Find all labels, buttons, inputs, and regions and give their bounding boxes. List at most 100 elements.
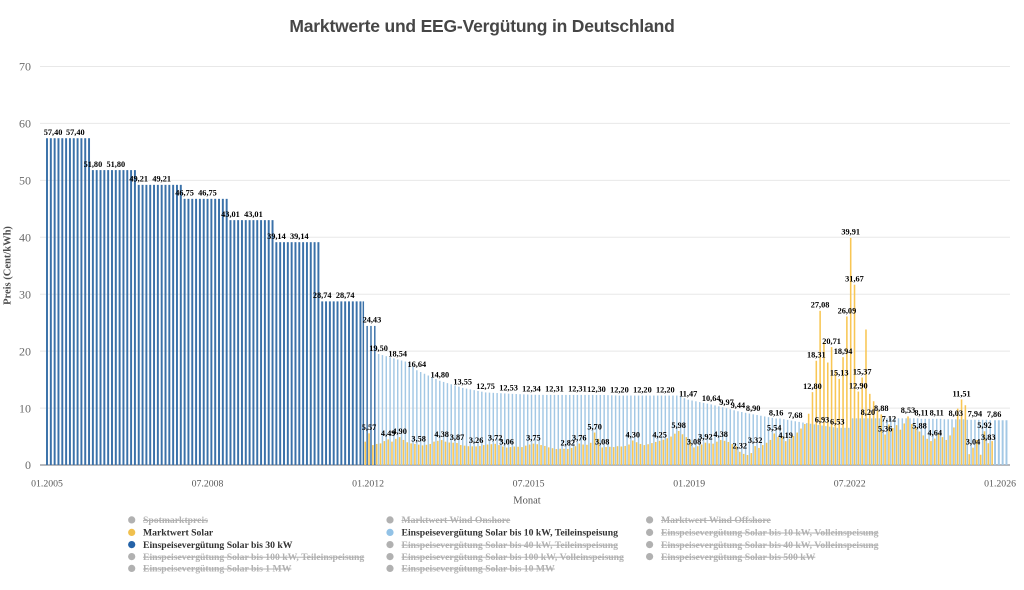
svg-text:0: 0: [25, 458, 31, 472]
svg-text:3,06: 3,06: [499, 437, 514, 446]
svg-text:Einspeisevergütung Solar bis 4: Einspeisevergütung Solar bis 40 kW, Voll…: [661, 540, 879, 551]
svg-text:Einspeisevergütung Solar bis 5: Einspeisevergütung Solar bis 500 kW: [661, 552, 816, 563]
svg-text:Monat: Monat: [513, 496, 540, 507]
svg-text:4,25: 4,25: [652, 431, 667, 440]
svg-text:28,74: 28,74: [313, 291, 332, 300]
svg-text:12,20: 12,20: [610, 385, 629, 394]
svg-text:12,75: 12,75: [476, 382, 495, 391]
svg-text:31,67: 31,67: [845, 275, 864, 284]
svg-text:01.2019: 01.2019: [673, 479, 705, 490]
svg-text:10,64: 10,64: [702, 394, 721, 403]
svg-text:57,40: 57,40: [44, 128, 63, 137]
svg-text:5,88: 5,88: [912, 421, 927, 430]
svg-text:20,71: 20,71: [822, 337, 841, 346]
svg-text:Einspeisevergütung Solar bis 1: Einspeisevergütung Solar bis 100 kW, Vol…: [402, 552, 624, 563]
svg-text:46,75: 46,75: [175, 189, 194, 198]
svg-text:Einspeisevergütung Solar bis 1: Einspeisevergütung Solar bis 10 kW, Teil…: [402, 528, 619, 539]
svg-text:4,19: 4,19: [778, 431, 793, 440]
svg-text:3,76: 3,76: [572, 433, 587, 442]
svg-text:4,38: 4,38: [434, 430, 449, 439]
svg-text:Marktwert Solar: Marktwert Solar: [143, 528, 214, 539]
svg-text:3,75: 3,75: [526, 434, 541, 443]
svg-text:12,20: 12,20: [656, 385, 675, 394]
svg-text:7,68: 7,68: [788, 411, 803, 420]
svg-text:6,93: 6,93: [815, 415, 830, 424]
svg-text:26,09: 26,09: [838, 306, 857, 315]
svg-text:4,64: 4,64: [928, 428, 943, 437]
svg-text:3,04: 3,04: [966, 438, 981, 447]
svg-text:3,32: 3,32: [748, 436, 763, 445]
svg-text:57,40: 57,40: [66, 128, 85, 137]
svg-text:7,86: 7,86: [987, 410, 1002, 419]
svg-text:30: 30: [19, 287, 31, 301]
svg-text:2,82: 2,82: [561, 439, 576, 448]
svg-text:70: 70: [19, 60, 31, 74]
svg-text:07.2022: 07.2022: [834, 479, 866, 490]
svg-text:3,83: 3,83: [981, 433, 996, 442]
svg-text:6,53: 6,53: [830, 418, 845, 427]
svg-text:8,20: 8,20: [861, 408, 876, 417]
svg-text:43,01: 43,01: [244, 210, 263, 219]
svg-text:4,38: 4,38: [713, 430, 728, 439]
svg-text:46,75: 46,75: [198, 189, 217, 198]
svg-text:Einspeisevergütung Solar bis 1: Einspeisevergütung Solar bis 10 kW, Voll…: [661, 528, 879, 539]
svg-text:39,14: 39,14: [290, 232, 309, 241]
svg-text:4,30: 4,30: [626, 430, 641, 439]
svg-text:12,31: 12,31: [545, 385, 564, 394]
svg-text:15,37: 15,37: [853, 367, 872, 376]
svg-text:12,80: 12,80: [803, 382, 822, 391]
svg-text:07.2008: 07.2008: [192, 479, 224, 490]
svg-text:20: 20: [19, 344, 31, 358]
svg-text:28,74: 28,74: [336, 291, 355, 300]
svg-text:49,21: 49,21: [129, 175, 148, 184]
svg-text:10: 10: [19, 401, 31, 415]
svg-text:19,50: 19,50: [369, 344, 388, 353]
svg-text:12,90: 12,90: [849, 381, 868, 390]
svg-text:9,97: 9,97: [719, 398, 734, 407]
svg-text:9,44: 9,44: [731, 401, 746, 410]
svg-text:12,20: 12,20: [633, 385, 652, 394]
svg-text:8,03: 8,03: [949, 409, 964, 418]
svg-text:43,01: 43,01: [221, 210, 240, 219]
svg-text:27,08: 27,08: [811, 301, 830, 310]
svg-text:7,94: 7,94: [968, 410, 983, 419]
svg-text:Preis (Cent/kWh): Preis (Cent/kWh): [3, 226, 14, 305]
svg-text:60: 60: [19, 117, 31, 131]
svg-text:4,90: 4,90: [392, 427, 407, 436]
svg-text:Spotmarktpreis: Spotmarktpreis: [143, 515, 208, 526]
svg-text:Einspeisevergütung Solar bis 3: Einspeisevergütung Solar bis 30 kW: [143, 540, 293, 551]
svg-text:5,36: 5,36: [878, 424, 893, 433]
svg-text:8,53: 8,53: [901, 406, 916, 415]
svg-text:12,30: 12,30: [587, 385, 606, 394]
svg-text:3,08: 3,08: [595, 437, 610, 446]
svg-text:11,51: 11,51: [952, 389, 970, 398]
svg-text:3,72: 3,72: [488, 434, 503, 443]
svg-text:5,92: 5,92: [977, 421, 992, 430]
svg-text:14,80: 14,80: [430, 371, 449, 380]
svg-text:49,21: 49,21: [152, 175, 171, 184]
svg-text:Einspeisevergütung Solar bis 4: Einspeisevergütung Solar bis 40 kW, Teil…: [402, 540, 619, 551]
svg-text:12,34: 12,34: [522, 385, 541, 394]
svg-text:51,80: 51,80: [106, 160, 125, 169]
svg-text:40: 40: [19, 230, 31, 244]
svg-text:7,12: 7,12: [882, 414, 897, 423]
svg-text:51,80: 51,80: [84, 160, 103, 169]
svg-text:15,13: 15,13: [830, 369, 849, 378]
svg-text:Einspeisevergütung Solar bis 1: Einspeisevergütung Solar bis 10 MW: [402, 564, 556, 575]
svg-text:5,98: 5,98: [671, 421, 686, 430]
svg-text:3,92: 3,92: [698, 433, 713, 442]
svg-text:12,53: 12,53: [499, 384, 518, 393]
svg-text:01.2026: 01.2026: [984, 479, 1016, 490]
svg-text:18,54: 18,54: [388, 349, 407, 358]
svg-text:5,70: 5,70: [587, 422, 602, 431]
svg-text:39,91: 39,91: [841, 228, 860, 237]
svg-text:3,58: 3,58: [411, 434, 426, 443]
svg-text:8,16: 8,16: [769, 408, 784, 417]
svg-text:5,54: 5,54: [767, 423, 782, 432]
svg-text:18,31: 18,31: [807, 351, 826, 360]
svg-text:8,88: 8,88: [874, 404, 889, 413]
svg-text:2,32: 2,32: [733, 442, 748, 451]
svg-text:3,87: 3,87: [450, 433, 465, 442]
svg-text:3,26: 3,26: [469, 436, 484, 445]
svg-text:4,49: 4,49: [381, 429, 396, 438]
